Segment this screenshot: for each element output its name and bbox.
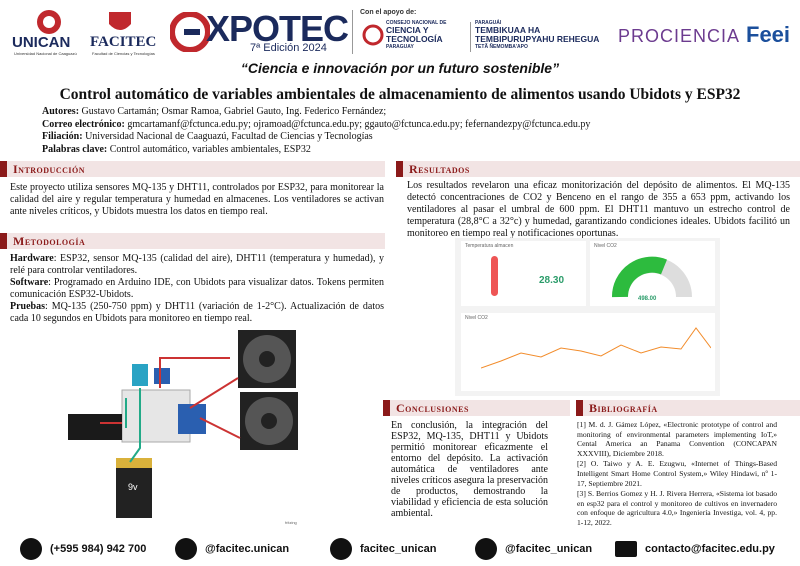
info-label: Autores:	[42, 106, 80, 117]
thermometer	[491, 256, 498, 296]
section-heading: Metodología	[0, 233, 385, 249]
method-text: Hardware: ESP32, sensor MQ-135 (calidad …	[10, 253, 384, 325]
facebook: @facitec.unican	[205, 543, 290, 555]
conacyt-line: TECNOLOGÍA	[386, 34, 443, 44]
email: contacto@facitec.edu.py	[645, 543, 775, 555]
credit: fritzing	[285, 520, 297, 525]
facitec-sub: Facultad de Ciencias y Tecnologías	[92, 51, 155, 56]
info-text: gmcartamanf@fctunca.edu.py; ojramoad@fct…	[127, 118, 591, 130]
conclusion-text: En conclusión, la integración del ESP32,…	[391, 420, 548, 519]
widget: Nivel CO2 498.00	[590, 241, 715, 306]
info-text: Control automático, variables ambientale…	[109, 143, 311, 155]
email-icon	[615, 541, 637, 557]
instagram-icon	[330, 538, 352, 560]
section-heading: Bibliografía	[576, 400, 800, 416]
slogan: “Ciencia e innovación por un futuro sost…	[240, 60, 560, 76]
method-item: Hardware: ESP32, sensor MQ-135 (calidad …	[10, 253, 384, 277]
dashboard: Temperatura almacen 28.30 Nivel CO2 498.…	[455, 238, 720, 396]
gauge	[612, 256, 692, 298]
tembikuaa-line: TETÃ ÑEMOMBA'APO	[475, 44, 528, 50]
line-sketch	[481, 327, 711, 369]
facitec-name: FACITEC	[90, 34, 157, 50]
widget: Nivel CO2	[461, 313, 715, 391]
title: Control automático de variables ambienta…	[59, 86, 741, 103]
widget-title: Nivel CO2	[465, 315, 488, 321]
widget-value: 498.00	[638, 296, 657, 302]
prociencia: PROCIENCIA	[618, 26, 741, 46]
divider	[352, 10, 353, 54]
section-heading: Conclusiones	[383, 400, 570, 416]
info-line: Autores: Gustavo Cartamán; Osmar Ramoa, …	[42, 106, 782, 119]
battery-label: 9v	[128, 482, 138, 492]
tembikuaa-line: PARAGUÁI	[475, 20, 502, 26]
info-text: Universidad Nacional de Caaguazú, Facult…	[85, 131, 373, 142]
method-label: Software	[10, 277, 49, 288]
results-text: Los resultados revelaron una eficaz moni…	[407, 180, 790, 239]
section-heading: Introducción	[0, 161, 385, 177]
twitter: @facitec_unican	[505, 543, 593, 555]
references: [1] M. d. J. Gámez López, «Electronic pr…	[577, 420, 777, 529]
tembikuaa-text: PARAGUÁI TEMBIKUAA HA TEMBIPURUPYAHU REHEG…	[475, 20, 615, 50]
widget: Temperatura almacen 28.30	[461, 241, 586, 306]
info-label: Filiación:	[42, 131, 83, 142]
reference: [1] M. d. J. Gámez López, «Electronic pr…	[577, 420, 777, 458]
method-text: : MQ-135 (250-750 ppm) y DHT11 (variació…	[10, 301, 384, 324]
info-label: Palabras clave:	[42, 143, 108, 155]
tembikuaa-line: TEMBIKUAA HA	[475, 25, 541, 35]
phone: (+595 984) 942 700	[50, 543, 147, 555]
twitter-icon	[475, 538, 497, 560]
conacyt-logo	[362, 24, 384, 46]
method-label: Hardware	[10, 253, 54, 264]
unican-sub: Universidad Nacional de Caaguazú	[14, 51, 77, 56]
method-text: : Programado en Arduino IDE, con Ubidots…	[10, 277, 384, 300]
facitec-logo	[109, 12, 131, 30]
expotec-edition: 7ª Edición 2024	[250, 42, 327, 54]
reference: [3] S. Berrios Gomez y H. J. Rivera Herr…	[577, 489, 777, 527]
feei: Feei	[746, 22, 791, 47]
expotec-name: XPOTEC	[206, 8, 349, 49]
conacyt-text: CONSEJO NACIONAL DE CIENCIA Y TECNOLOGÍA PA…	[386, 20, 478, 50]
widget-title: Nivel CO2	[594, 243, 617, 249]
widget-title: Temperatura almacen	[465, 243, 514, 249]
conacyt-line: CIENCIA Y	[386, 25, 429, 35]
circuit-diagram: 9v fritzing	[68, 330, 298, 525]
instagram: facitec_unican	[360, 543, 437, 555]
method-item: Software: Programado en Arduino IDE, con…	[10, 277, 384, 301]
expotec-e	[170, 12, 210, 52]
info-label: Correo electrónico:	[42, 118, 125, 130]
tembikuaa-line: TEMBIPURUPYAHU REHEGUA	[475, 34, 600, 44]
reference: [2] O. Taiwo y A. E. Ezugwu, «Internet o…	[577, 459, 777, 488]
conacyt-line: CONSEJO NACIONAL DE	[386, 20, 447, 26]
conacyt-line: PARAGUAY	[386, 44, 414, 50]
unican-name: UNICAN	[12, 34, 71, 51]
info-line: Palabras clave: Control automático, vari…	[42, 144, 782, 157]
info-text: Gustavo Cartamán; Osmar Ramoa, Gabriel G…	[81, 106, 387, 117]
support-label: Con el apoyo de:	[360, 9, 417, 16]
widget-value: 28.30	[539, 275, 565, 286]
method-label: Pruebas	[10, 301, 45, 312]
divider	[470, 22, 471, 52]
intro-text: Este proyecto utiliza sensores MQ-135 y …	[10, 182, 384, 217]
method-text: : ESP32, sensor MQ-135 (calidad del aire…	[10, 253, 384, 276]
unican-logo	[37, 10, 61, 34]
info-line: Correo electrónico: gmcartamanf@fctunca.…	[42, 119, 782, 132]
whatsapp-icon	[20, 538, 42, 560]
info-block: Autores: Gustavo Cartamán; Osmar Ramoa, …	[42, 106, 782, 156]
facebook-icon	[175, 538, 197, 560]
section-heading: Resultados	[396, 161, 800, 177]
info-line: Filiación: Universidad Nacional de Caagu…	[42, 131, 782, 144]
method-item: Pruebas: MQ-135 (250-750 ppm) y DHT11 (v…	[10, 301, 384, 325]
